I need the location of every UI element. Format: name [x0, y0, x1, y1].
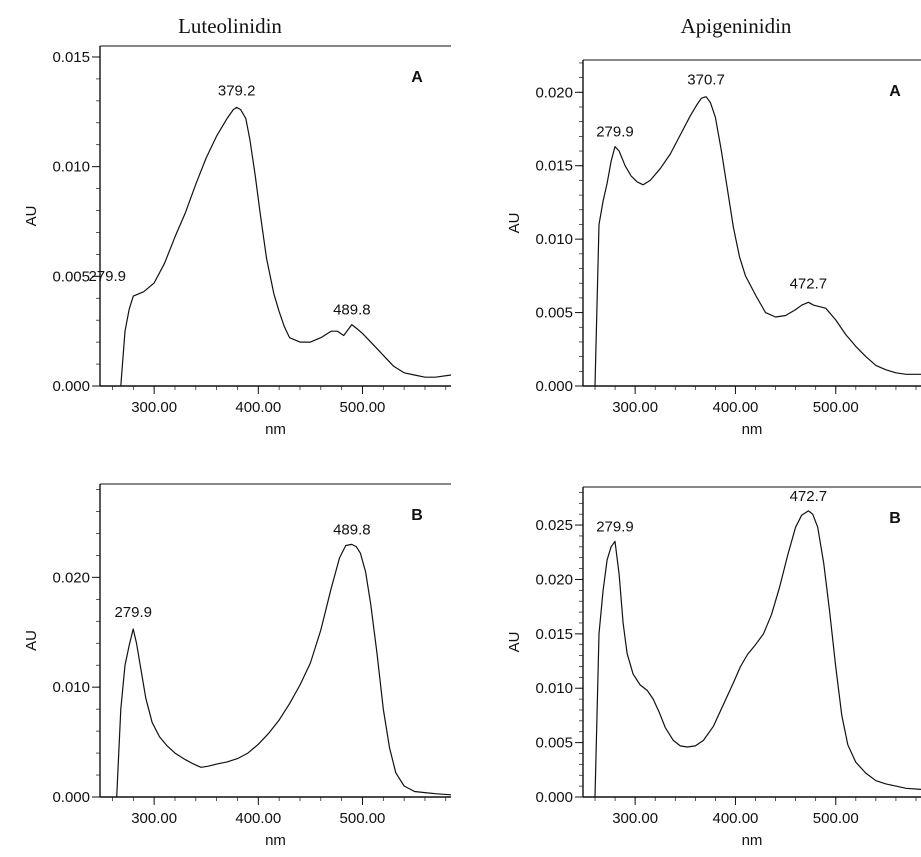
x-tick-label: 300.00 [612, 810, 658, 827]
x-tick-label: 300.00 [131, 399, 177, 416]
y-axis-label: AU [23, 630, 40, 651]
peak-label: 472.7 [790, 488, 828, 505]
x-tick-label: 500.00 [340, 399, 386, 416]
y-tick-label: 0.000 [52, 378, 90, 395]
peak-label: 379.2 [218, 82, 256, 99]
y-tick-label: 0.015 [535, 158, 573, 175]
y-axis-label: AU [506, 632, 523, 653]
y-tick-label: 0.025 [535, 517, 573, 534]
peak-label: 279.9 [596, 518, 634, 535]
x-tick-label: 500.00 [813, 399, 859, 416]
y-tick-label: 0.010 [52, 679, 90, 696]
y-tick-label: 0.010 [52, 159, 90, 176]
y-tick-label: 0.000 [535, 378, 573, 395]
peak-label: 279.9 [596, 124, 634, 141]
panel-letter: B [411, 507, 423, 524]
x-tick-label: 400.00 [235, 399, 281, 416]
peak-label: 279.9 [114, 604, 152, 621]
panel-letter: A [889, 83, 901, 100]
y-tick-label: 0.000 [535, 789, 573, 806]
x-axis-label: nm [742, 832, 763, 849]
x-tick-label: 500.00 [813, 810, 859, 827]
panel-letter: B [889, 510, 901, 527]
x-tick-label: 300.00 [612, 399, 658, 416]
y-tick-label: 0.010 [535, 680, 573, 697]
y-axis-label: AU [506, 213, 523, 234]
x-axis-label: nm [742, 421, 763, 438]
column-title-apigeninidin: Apigeninidin [680, 14, 792, 38]
panel-luteolinidin-a: 0.000 0.005 0.010 0.015 300.00 400.00 500.00 nm… [23, 45, 452, 438]
x-tick-label: 400.00 [713, 810, 759, 827]
panel-apigeninidin-a: 0.000 0.005 0.010 0.015 0.020 300.00 400.00 500… [506, 59, 921, 438]
peak-label: 489.8 [333, 521, 371, 538]
column-title-luteolinidin: Luteolinidin [178, 14, 282, 38]
spectrum-line [116, 543, 452, 798]
x-axis-label: nm [265, 421, 286, 438]
y-tick-label: 0.000 [52, 789, 90, 806]
x-axis-label: nm [265, 832, 286, 849]
x-tick-label: 500.00 [340, 810, 386, 827]
y-tick-label: 0.015 [52, 49, 90, 66]
y-tick-label: 0.010 [535, 231, 573, 248]
y-tick-label: 0.005 [52, 268, 90, 285]
y-tick-label: 0.020 [52, 569, 90, 586]
y-tick-label: 0.015 [535, 626, 573, 643]
peak-label: 489.8 [333, 302, 371, 319]
spectrum-line [120, 106, 452, 387]
panel-letter: A [411, 69, 423, 86]
y-tick-label: 0.020 [535, 84, 573, 101]
y-tick-label: 0.020 [535, 571, 573, 588]
panel-apigeninidin-b: 0.000 0.005 0.010 0.015 0.020 0.025 300.00 400.… [506, 486, 921, 849]
peak-label: 370.7 [687, 72, 725, 89]
x-tick-label: 400.00 [713, 399, 759, 416]
y-axis-label: AU [23, 206, 40, 227]
peak-label: 279.9 [88, 268, 126, 285]
peak-label: 472.7 [790, 275, 828, 292]
panel-luteolinidin-b: 0.000 0.010 0.020 300.00 400.00 500.00 nm AU B 27… [23, 483, 452, 849]
x-tick-label: 400.00 [235, 810, 281, 827]
x-tick-label: 300.00 [131, 810, 177, 827]
spectrum-line [594, 510, 921, 798]
y-tick-label: 0.005 [535, 735, 573, 752]
y-tick-label: 0.005 [535, 305, 573, 322]
spectrum-line [594, 96, 921, 387]
